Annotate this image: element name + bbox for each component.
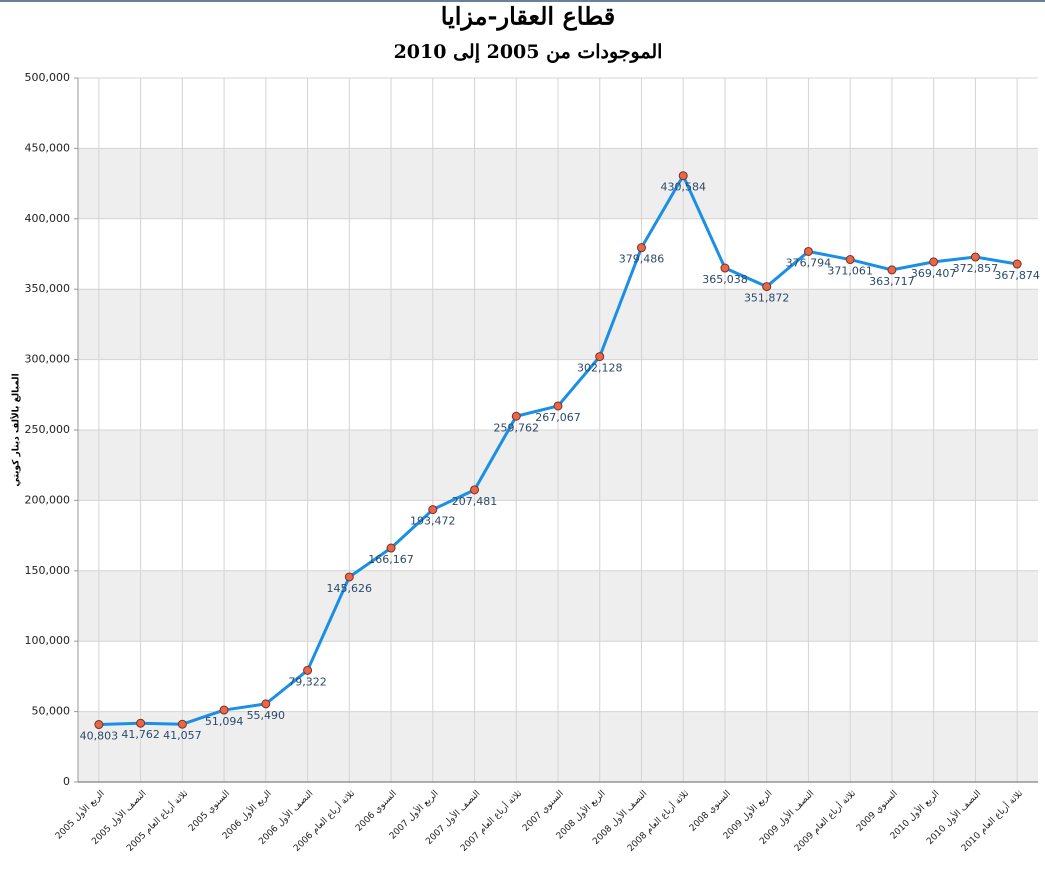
- grid: [78, 77, 1038, 783]
- marker: [887, 265, 897, 275]
- marker: [428, 505, 438, 515]
- marker: [762, 282, 772, 292]
- x-tick-label: السنوي 2007: [521, 789, 566, 834]
- y-tick-label: 450,000: [25, 141, 71, 154]
- value-label: 79,322: [288, 675, 327, 688]
- chart-title: قطاع العقار-مزايا: [441, 2, 615, 32]
- marker: [720, 263, 730, 273]
- y-tick-label: 100,000: [25, 634, 71, 647]
- marker: [94, 720, 104, 730]
- marker: [929, 257, 939, 267]
- marker: [511, 411, 521, 421]
- marker: [803, 246, 813, 256]
- marker: [344, 572, 354, 582]
- y-tick-label: 150,000: [25, 564, 71, 577]
- value-label: 302,128: [577, 362, 623, 375]
- value-label: 371,061: [827, 265, 873, 278]
- y-tick-label: 300,000: [25, 353, 71, 366]
- value-label: 51,094: [205, 715, 244, 728]
- value-label: 369,407: [911, 267, 957, 280]
- value-label: 376,794: [786, 256, 832, 269]
- y-axis-label: المبالغ بالألف دينار كويتي: [10, 373, 22, 486]
- marker: [636, 243, 646, 253]
- marker: [553, 401, 563, 411]
- marker: [678, 171, 688, 181]
- value-label: 207,481: [452, 495, 498, 508]
- value-label: 267,067: [535, 411, 581, 424]
- marker: [136, 718, 146, 728]
- marker: [595, 352, 605, 362]
- marker: [261, 699, 271, 709]
- value-label: 365,038: [702, 273, 748, 286]
- x-tick-label: السنوي 2005: [187, 789, 232, 834]
- value-label: 55,490: [247, 709, 286, 722]
- marker: [386, 543, 396, 553]
- marker: [970, 252, 980, 262]
- value-label: 166,167: [368, 553, 414, 566]
- x-tick-label: السنوي 2009: [855, 789, 900, 834]
- y-tick-label: 0: [63, 775, 70, 788]
- y-tick-label: 350,000: [25, 282, 71, 295]
- value-label: 367,874: [994, 269, 1040, 282]
- value-label: 41,057: [163, 729, 202, 742]
- x-tick-label: السنوي 2008: [688, 789, 733, 834]
- value-label: 363,717: [869, 275, 915, 288]
- marker: [177, 719, 187, 729]
- y-tick-label: 250,000: [25, 423, 71, 436]
- value-label: 372,857: [953, 262, 999, 275]
- chart-subtitle: الموجودات من 2005 إلى 2010: [394, 41, 663, 64]
- value-label: 41,762: [121, 728, 160, 741]
- y-tick-label: 500,000: [25, 71, 71, 84]
- marker: [219, 705, 229, 715]
- x-tick-label: السنوي 2006: [354, 789, 399, 834]
- y-tick-label: 50,000: [32, 705, 71, 718]
- marker: [1012, 259, 1022, 269]
- value-label: 145,626: [327, 582, 373, 595]
- marker: [845, 255, 855, 265]
- marker: [470, 485, 480, 495]
- marker: [303, 665, 313, 675]
- y-tick-label: 400,000: [25, 212, 71, 225]
- value-label: 259,762: [494, 421, 540, 434]
- y-tick-label: 200,000: [25, 493, 71, 506]
- value-label: 351,872: [744, 292, 790, 305]
- value-label: 379,486: [619, 253, 665, 266]
- value-label: 40,803: [80, 730, 119, 743]
- value-label: 430,584: [660, 181, 706, 194]
- value-label: 193,472: [410, 515, 456, 528]
